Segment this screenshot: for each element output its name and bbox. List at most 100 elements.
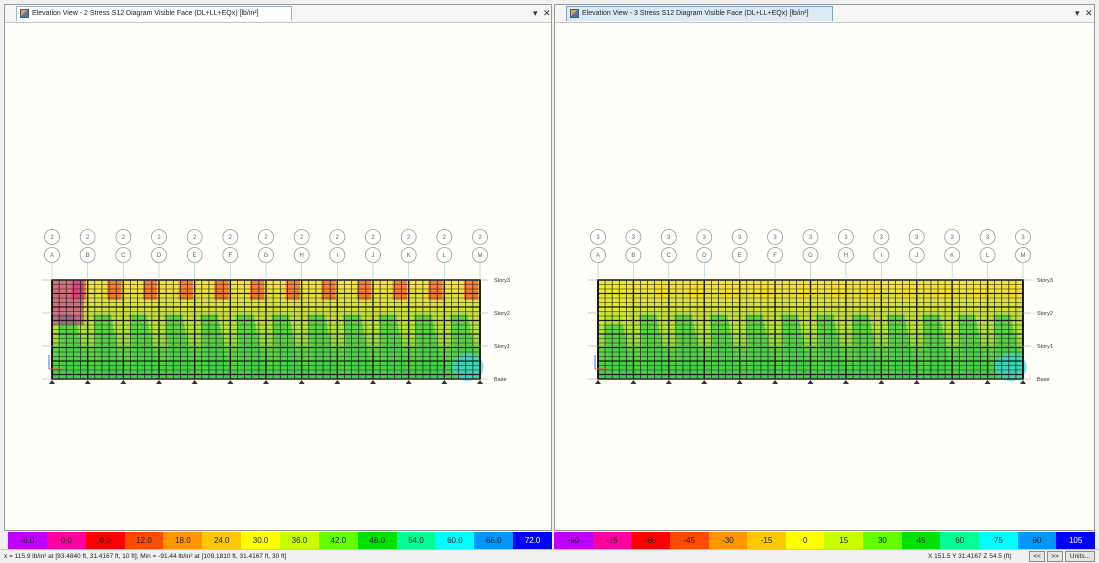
grid-number: 2 (371, 235, 375, 241)
grid-number: 3 (950, 235, 954, 241)
support-icon (334, 380, 341, 384)
dropdown-icon[interactable]: ▾ (1075, 8, 1080, 18)
support-icon (120, 380, 127, 384)
grid-letter: L (986, 253, 990, 259)
support-icon (263, 380, 269, 384)
grid-bubble-number (329, 229, 346, 245)
stress-hotspot (865, 280, 880, 300)
grid-letter: H (844, 253, 848, 259)
legend-cell: 30.0 (241, 532, 281, 549)
legend-cell: -30 (708, 532, 748, 549)
grid-number: 2 (264, 235, 268, 241)
grid-bubble-number (590, 229, 606, 245)
grid-bubble-letter (838, 247, 854, 263)
grid-letter: J (372, 253, 375, 259)
stress-hotspot (971, 280, 986, 300)
story-label: Story3 (494, 278, 510, 284)
next-button[interactable]: >> (1047, 551, 1063, 562)
tab-label: Elevation View - 2 Stress S12 Diagram Vi… (32, 10, 259, 17)
grid-letter: B (86, 253, 90, 259)
grid-number: 2 (50, 235, 54, 241)
legend-cell: 72.0 (513, 532, 553, 549)
grid-bubble-letter (979, 247, 996, 263)
grid-letter: F (773, 253, 777, 259)
grid-number: 2 (443, 235, 447, 241)
elevation-view-3-window[interactable]: Elevation View - 3 Stress S12 Diagram Vi… (554, 4, 1095, 531)
support-icon (191, 380, 198, 384)
grid-bubble-letter (186, 247, 203, 263)
story-label: Story2 (1037, 311, 1053, 317)
grid-bubble-letter (151, 247, 167, 263)
legend-cell: 18.0 (163, 532, 203, 549)
grid-bubble-number (660, 229, 677, 245)
grid-letter: F (228, 253, 232, 259)
grid-bubble-number (908, 229, 925, 245)
tab-label: Elevation View - 3 Stress S12 Diagram Vi… (582, 10, 809, 17)
grid-bubble-number (472, 229, 488, 245)
prev-button[interactable]: << (1029, 551, 1045, 562)
stress-hotspot (759, 280, 774, 300)
grid-letter: E (193, 253, 197, 259)
support-icon (1020, 380, 1026, 384)
grid-bubble-letter (696, 247, 713, 263)
grid-bubble-letter (625, 247, 642, 263)
grid-bubble-letter (365, 247, 381, 263)
support-icon (949, 380, 956, 384)
story-label: Story1 (494, 344, 510, 350)
grid-bubble-number (767, 229, 783, 245)
grid-bubble-number (802, 229, 819, 245)
grid-bubble-letter (767, 247, 783, 263)
units-button[interactable]: Units... (1065, 551, 1095, 562)
legend-cell: 0.0 (46, 532, 86, 549)
grid-bubble-letter (802, 247, 819, 263)
grid-number: 2 (478, 235, 482, 241)
legend-cell: 12.0 (124, 532, 164, 549)
grid-letter: B (631, 253, 635, 259)
model-view-icon (570, 9, 579, 18)
grid-bubble-letter (660, 247, 677, 263)
tab-elevation-view-2[interactable]: Elevation View - 2 Stress S12 Diagram Vi… (16, 6, 292, 21)
grid-letter: G (264, 253, 269, 259)
stress-hotspot (142, 280, 158, 300)
tab-bar: Elevation View - 3 Stress S12 Diagram Vi… (555, 5, 1094, 23)
support-icon (84, 380, 91, 384)
stress-hotspot (178, 280, 193, 300)
tab-bar: Elevation View - 2 Stress S12 Diagram Vi… (5, 5, 551, 23)
stress-hotspot (723, 280, 738, 300)
stress-hotspot (994, 353, 1027, 381)
grid-number: 3 (632, 235, 636, 241)
elevation-diagram-left[interactable]: Story3 Story2 Story1 Base 2 A 2 B 2 C 2 D 2 E 2 F 2 G 2 H 2 I… (5, 23, 552, 531)
grid-bubble-number (696, 229, 713, 245)
grid-number: 2 (300, 235, 304, 241)
stress-hotspot (1007, 280, 1022, 300)
dropdown-icon[interactable]: ▾ (533, 8, 538, 18)
grid-bubble-letter (222, 247, 239, 263)
legend-cell: 45 (901, 532, 941, 549)
close-icon[interactable]: ✕ (1085, 8, 1093, 18)
support-icon (595, 380, 601, 384)
grid-letter: I (880, 253, 882, 259)
close-icon[interactable]: ✕ (543, 8, 551, 18)
grid-bubble-number (44, 229, 60, 245)
elevation-diagram-right[interactable]: Story3 Story2 Story1 Base 3 A 3 B 3 C 3 D 3 E 3 F 3 G 3 H 3 I… (555, 23, 1095, 531)
legend-cell: -90 (554, 532, 593, 549)
grid-bubble-letter (944, 247, 961, 263)
legend-cell: 42.0 (318, 532, 358, 549)
grid-bubble-number (979, 229, 996, 245)
support-icon (772, 380, 779, 384)
grid-number: 3 (986, 235, 990, 241)
grid-letter: A (50, 253, 54, 259)
stress-hotspot (936, 280, 951, 300)
support-icon (984, 380, 991, 384)
tab-elevation-view-3[interactable]: Elevation View - 3 Stress S12 Diagram Vi… (566, 6, 833, 21)
grid-bubble-letter (873, 247, 890, 263)
legend-cell: 66.0 (474, 532, 514, 549)
legend-cell: 24.0 (202, 532, 242, 549)
support-icon (913, 380, 920, 384)
grid-letter: D (702, 253, 707, 259)
grid-bubble-letter (590, 247, 606, 263)
grid-letter: E (738, 253, 742, 259)
elevation-view-2-window[interactable]: Elevation View - 2 Stress S12 Diagram Vi… (4, 4, 552, 531)
grid-letter: D (157, 253, 162, 259)
support-icon (477, 380, 483, 384)
